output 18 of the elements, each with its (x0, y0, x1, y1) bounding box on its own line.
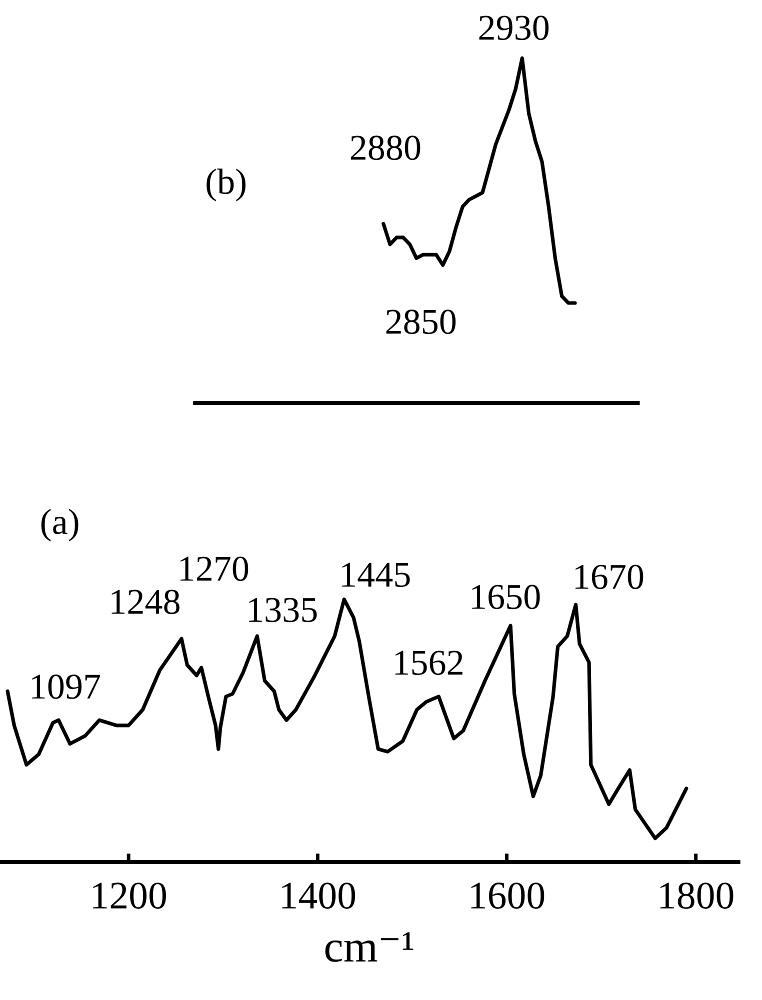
annotation: 1097 (32, 674, 100, 699)
text: 1270 (180, 556, 248, 581)
x-tick-label: 1800 (660, 882, 734, 909)
annotation: 1562 (395, 650, 462, 675)
text: 1670 (575, 564, 644, 590)
text: 2930 (479, 16, 549, 40)
annotation: (b) (206, 168, 246, 202)
annotation: 2880 (350, 136, 420, 160)
text: (a) (41, 508, 78, 542)
annotation: 1650 (472, 584, 540, 610)
annotation: 2850 (386, 310, 456, 334)
x-tick-label: 1600 (471, 882, 544, 909)
text: 1445 (342, 562, 410, 587)
x-axis-title: cm⁻¹ (325, 932, 414, 962)
annotation: 1248 (112, 590, 180, 614)
x-tick-label: 1400 (282, 882, 356, 909)
annotation: 1335 (249, 598, 317, 622)
x-tick-label: 1200 (93, 882, 166, 909)
